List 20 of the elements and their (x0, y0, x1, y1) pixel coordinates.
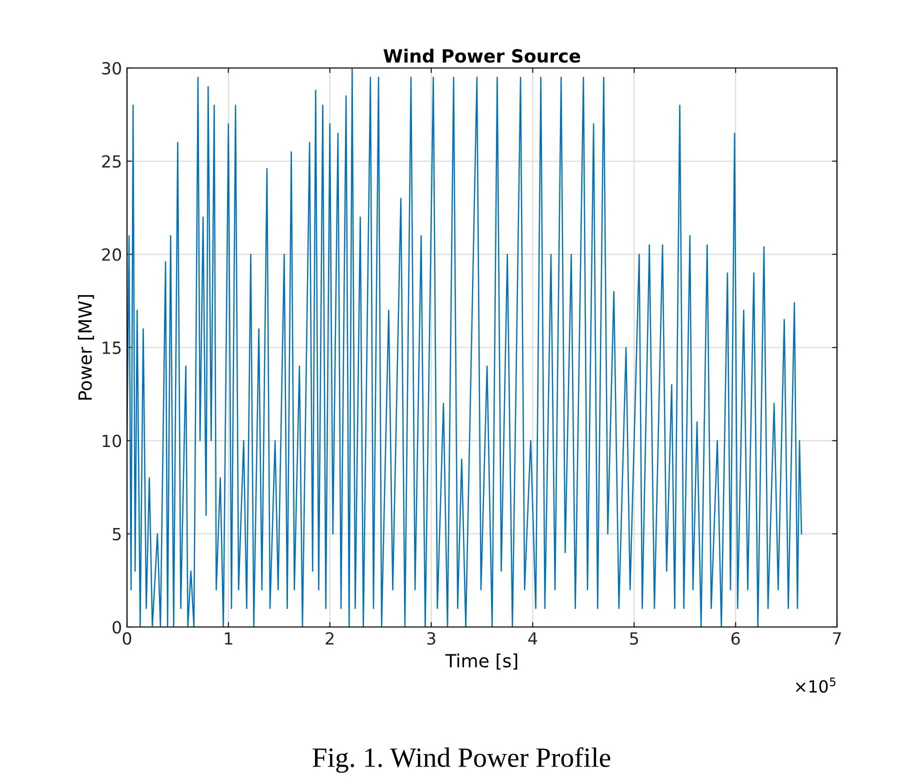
x-tick-label: 1 (224, 632, 232, 645)
y-axis-title: Power [MW] (78, 295, 94, 400)
y-tick-label: 15 (102, 342, 121, 354)
y-tick-label: 30 (102, 62, 122, 75)
text: ×10$^{5}$ (796, 678, 836, 693)
y-tick-label: 20 (102, 248, 122, 261)
x-tick-label: 7 (833, 632, 841, 645)
x-tick-label: 4 (528, 632, 538, 645)
y-tick-label: 10 (102, 434, 122, 448)
y-tick-label: 0 (112, 620, 122, 634)
y-tick-label: 5 (112, 528, 121, 540)
x-tick-label: 6 (731, 632, 740, 645)
x-tick-label: 2 (326, 632, 334, 645)
y-tick-label: 25 (102, 155, 121, 168)
x-tick-label: 0 (122, 632, 132, 645)
chart-title: Wind Power Source (384, 48, 580, 63)
x-tick-label: 3 (427, 632, 436, 645)
caption: Fig. 1. Wind Power Profile (312, 747, 610, 773)
x-axis-title: Time [s] (445, 654, 518, 670)
x-tick-label: 5 (630, 632, 638, 645)
